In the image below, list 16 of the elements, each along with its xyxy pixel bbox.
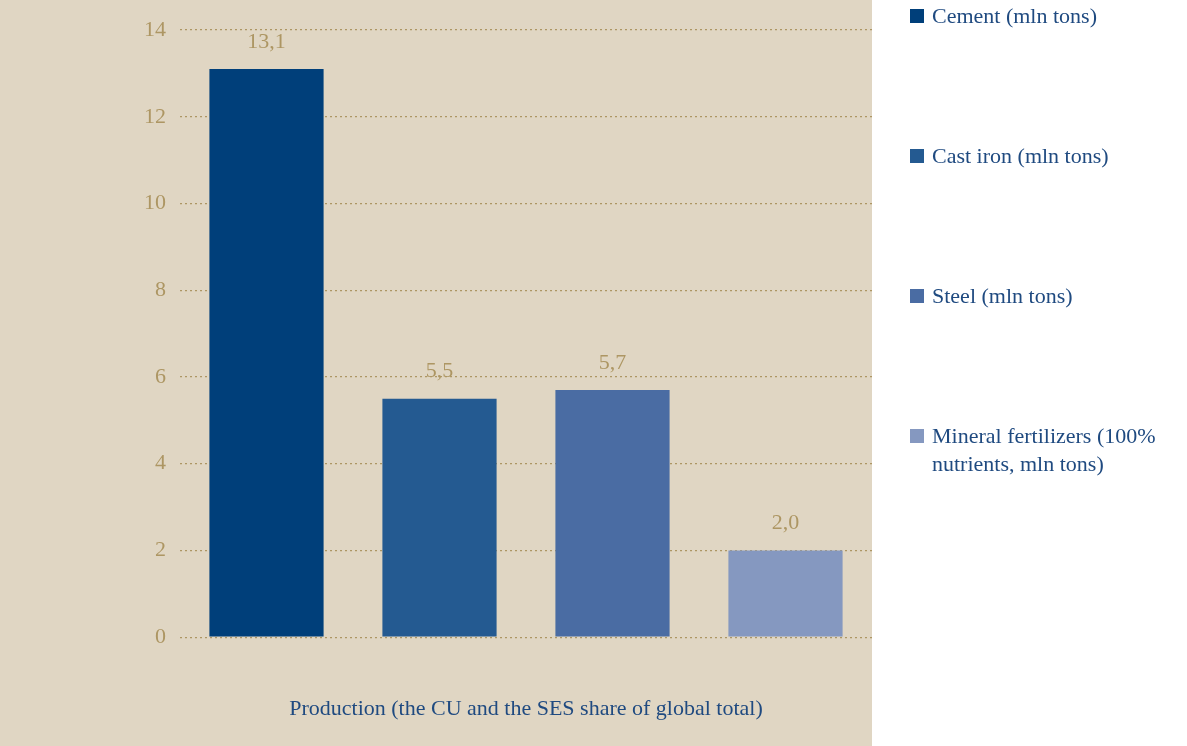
y-tick-label: 12 (144, 102, 166, 128)
y-tick-label: 8 (155, 276, 166, 302)
legend-label: Mineral fertilizers (100% nutrients, mln tons) (932, 422, 1157, 478)
y-tick-label: 6 (155, 362, 166, 388)
x-axis-title: Production (the CU and the SES share of global total) (289, 694, 763, 720)
y-tick-label: 2 (155, 536, 166, 562)
y-tick-label: 10 (144, 189, 166, 215)
legend-label: Steel (mln tons) (932, 282, 1073, 310)
y-tick-label: 4 (155, 449, 166, 475)
data-label: 5,7 (598, 348, 627, 374)
data-label: 2,0 (771, 509, 800, 535)
legend-label: Cast iron (mln tons) (932, 142, 1109, 170)
data-label: 13,1 (247, 27, 286, 53)
y-tick-label: 14 (144, 15, 166, 41)
legend-label: Cement (mln tons) (932, 2, 1097, 30)
y-tick-label: 0 (155, 622, 166, 648)
